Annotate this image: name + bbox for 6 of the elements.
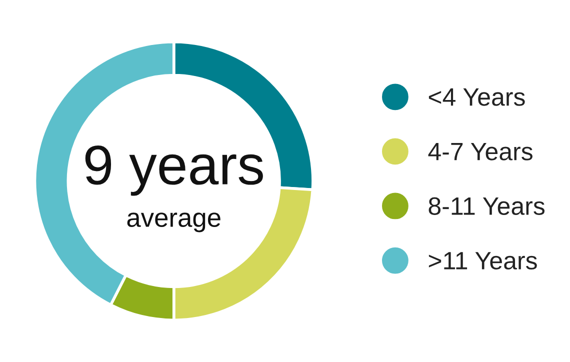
legend-label: 8-11 Years — [428, 197, 545, 215]
text: average — [127, 212, 220, 232]
legend-label: >11 Years — [428, 252, 537, 270]
legend-label: 4-7 Years — [428, 142, 532, 160]
legend-label: <4 Years — [428, 88, 525, 106]
text: 9 years — [85, 145, 263, 196]
